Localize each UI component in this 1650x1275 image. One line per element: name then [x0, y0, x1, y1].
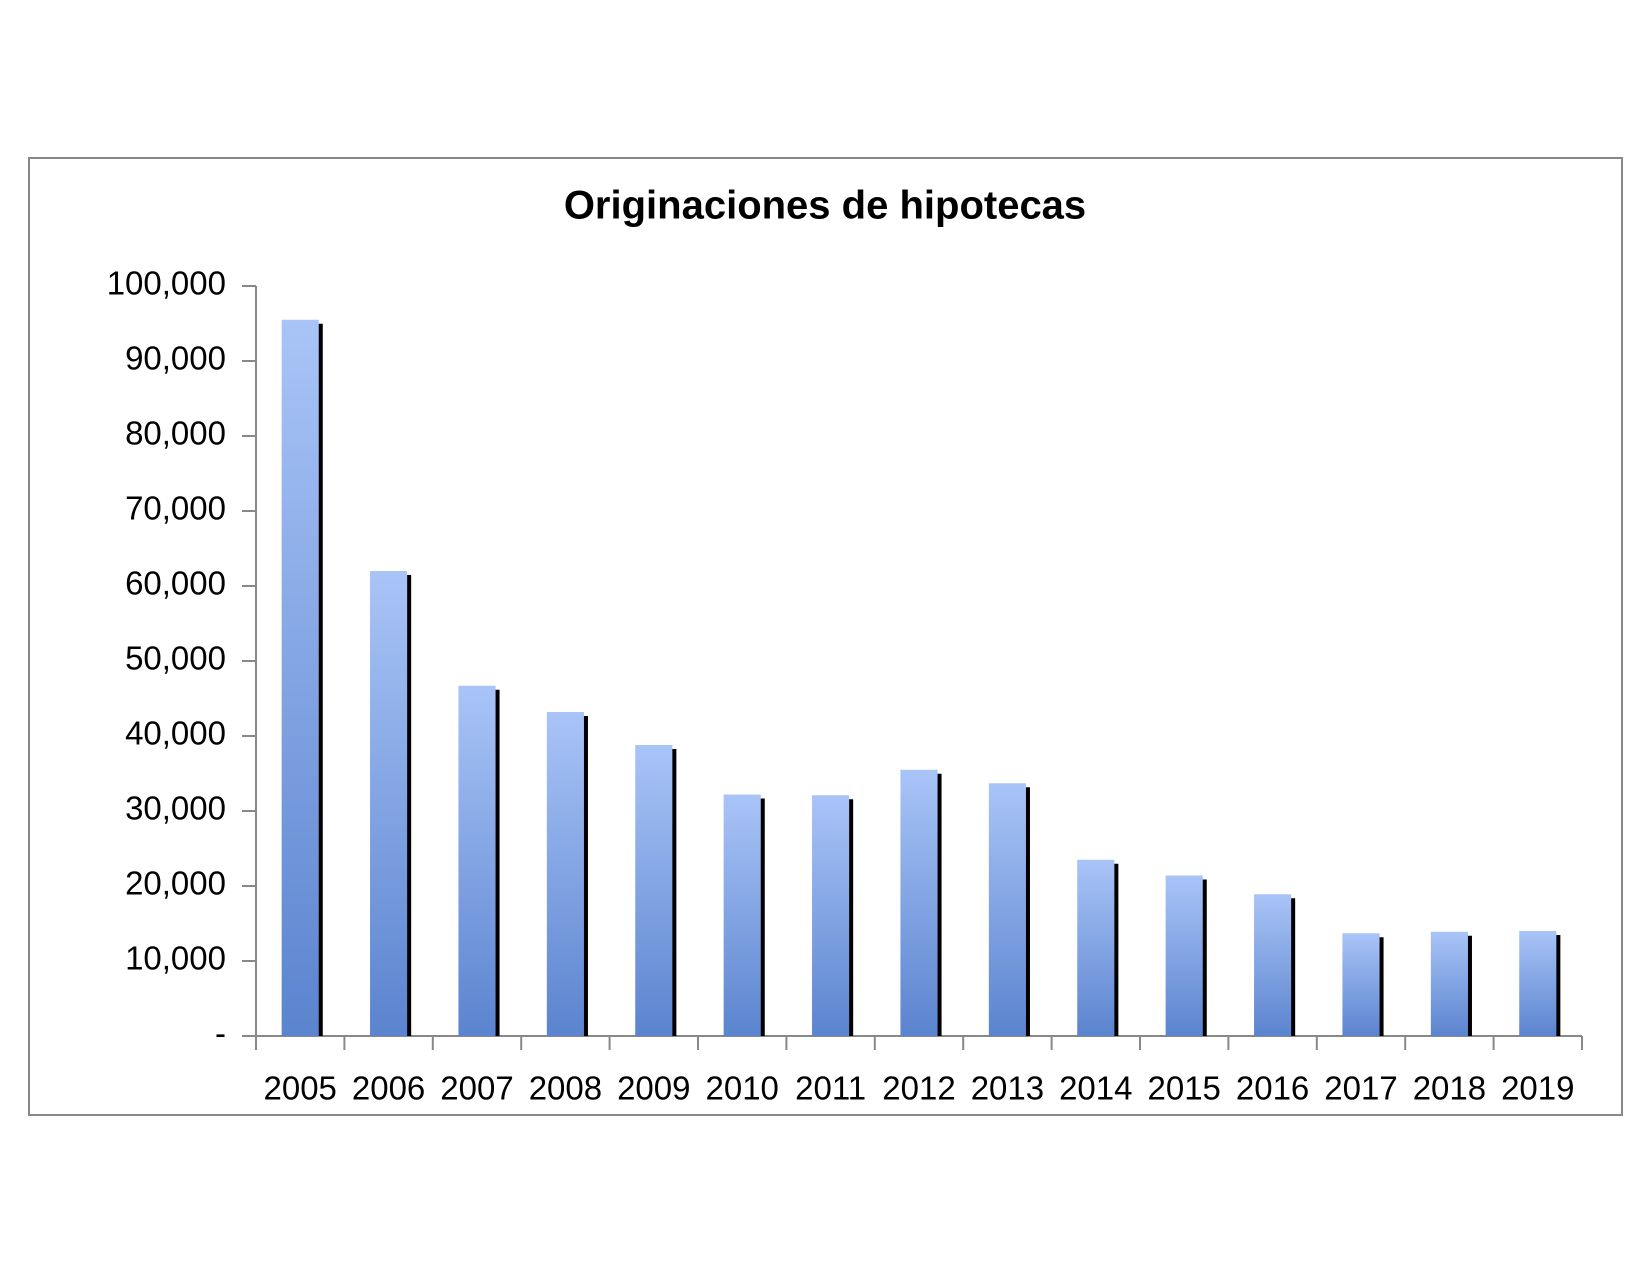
y-tick-label: 10,000	[125, 940, 226, 977]
x-tick-label: 2019	[1501, 1070, 1574, 1107]
chart-title: Originaciones de hipotecas	[564, 184, 1086, 228]
x-tick-label: 2016	[1236, 1070, 1309, 1107]
bar	[1254, 894, 1292, 1036]
y-tick-label: 100,000	[107, 265, 226, 302]
bar	[988, 783, 1026, 1036]
y-tick-label: 70,000	[125, 490, 226, 527]
x-tick-label: 2015	[1147, 1070, 1220, 1107]
bar	[281, 319, 319, 1036]
x-tick-label: 2009	[617, 1070, 690, 1107]
x-tick-label: 2007	[440, 1070, 513, 1107]
x-tick-label: 2008	[529, 1070, 602, 1107]
y-tick-label: 80,000	[125, 415, 226, 452]
x-tick-label: 2011	[795, 1070, 866, 1107]
bar	[546, 712, 584, 1036]
bar	[458, 685, 496, 1036]
bar	[370, 571, 408, 1036]
y-tick-label: 40,000	[125, 715, 226, 752]
bar	[1430, 931, 1468, 1036]
y-tick-label: 60,000	[125, 565, 226, 602]
y-tick-label: 30,000	[125, 790, 226, 827]
x-tick-label: 2018	[1413, 1070, 1486, 1107]
y-tick-label: 20,000	[125, 865, 226, 902]
x-tick-label: 2012	[882, 1070, 955, 1107]
bar	[812, 795, 850, 1036]
bar	[1519, 931, 1557, 1036]
bar	[900, 769, 938, 1036]
x-tick-label: 2017	[1324, 1070, 1397, 1107]
x-tick-label: 2013	[971, 1070, 1044, 1107]
bar	[723, 794, 761, 1036]
bar	[635, 745, 673, 1036]
x-tick-label: 2010	[705, 1070, 778, 1107]
x-tick-label: 2005	[263, 1070, 336, 1107]
x-tick-label: 2006	[352, 1070, 425, 1107]
y-tick-label: 90,000	[125, 340, 226, 377]
bar	[1165, 875, 1203, 1036]
y-tick-label: 50,000	[125, 640, 226, 677]
bar	[1077, 859, 1115, 1036]
y-tick-label: -	[215, 1015, 226, 1052]
x-tick-label: 2014	[1059, 1070, 1132, 1107]
bar	[1342, 933, 1380, 1036]
